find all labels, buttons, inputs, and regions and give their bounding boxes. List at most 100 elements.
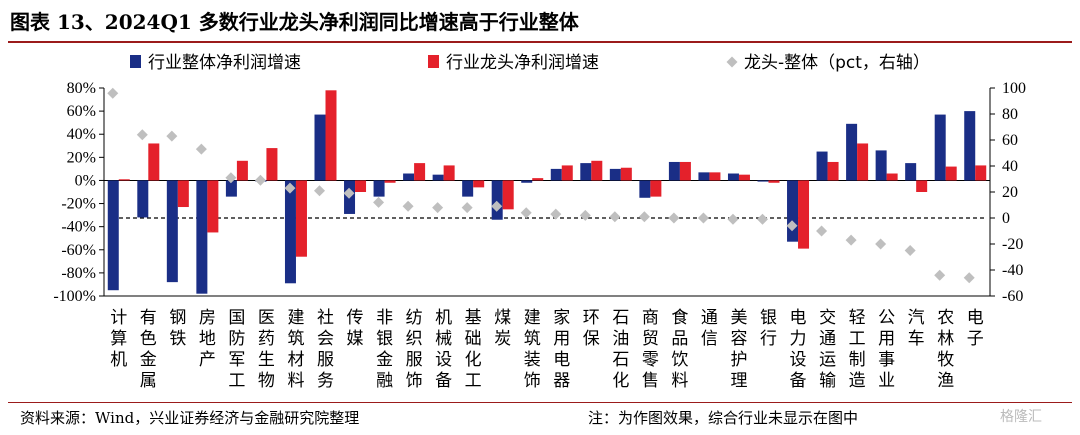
diff-point xyxy=(757,213,768,225)
bar-leader xyxy=(325,90,337,181)
bar-overall xyxy=(816,151,828,181)
bar-leader xyxy=(177,180,189,208)
category-char: 渔 xyxy=(937,371,954,391)
category-char: 信 xyxy=(701,329,718,349)
bar-leader xyxy=(591,160,603,181)
category-label: 纺织服饰 xyxy=(406,308,423,391)
category-char: 服 xyxy=(317,350,334,370)
category-char: 造 xyxy=(849,371,866,391)
diff-point xyxy=(166,130,178,142)
category-char: 工 xyxy=(465,371,482,391)
category-char: 化 xyxy=(465,350,482,370)
category-char: 牧 xyxy=(937,350,954,370)
bar-overall xyxy=(639,180,651,198)
bar-leader xyxy=(207,180,219,233)
right-tick-label: 80 xyxy=(1002,106,1018,123)
bar-leader xyxy=(945,166,957,181)
category-char: 运 xyxy=(819,350,836,370)
category-char: 饰 xyxy=(524,371,541,391)
left-tick-label: -60% xyxy=(61,242,96,259)
right-tick-label: -40 xyxy=(1002,262,1023,279)
category-char: 料 xyxy=(671,371,688,391)
left-tick-label: 40% xyxy=(67,126,96,143)
category-char: 电 xyxy=(790,308,807,328)
category-char: 化 xyxy=(612,371,629,391)
category-char: 子 xyxy=(967,329,984,349)
diff-point xyxy=(195,143,207,155)
footnote: 注：为作图效果，综合行业未显示在图中 xyxy=(588,409,859,427)
bar-overall xyxy=(550,168,562,181)
category-char: 容 xyxy=(730,329,747,349)
legend-label: 行业整体净利润增速 xyxy=(148,53,301,73)
category-char: 饮 xyxy=(671,350,688,370)
category-label: 医药生物 xyxy=(258,308,275,391)
category-char: 贸 xyxy=(642,329,659,349)
bar-overall xyxy=(609,168,621,181)
diff-point xyxy=(727,213,739,225)
category-char: 计 xyxy=(110,308,127,328)
category-char: 基 xyxy=(465,308,482,328)
category-char: 美 xyxy=(730,308,747,328)
bar-overall xyxy=(314,114,326,181)
category-label: 交通运输 xyxy=(819,308,836,391)
bar-leader xyxy=(532,178,544,181)
bar-overall xyxy=(166,180,178,283)
category-char: 家 xyxy=(553,308,570,328)
diff-point xyxy=(402,200,414,212)
category-char: 会 xyxy=(317,329,334,349)
category-char: 零 xyxy=(642,350,659,370)
bar-overall xyxy=(521,180,533,183)
bar-overall xyxy=(284,180,296,284)
category-char: 非 xyxy=(376,308,393,328)
bar-leader xyxy=(266,148,278,181)
category-label: 钢铁 xyxy=(169,308,186,349)
diff-point xyxy=(373,196,385,208)
category-char: 物 xyxy=(258,371,275,391)
category-char: 纺 xyxy=(406,308,423,328)
category-char: 炭 xyxy=(494,329,511,349)
category-char: 国 xyxy=(228,308,245,328)
category-char: 理 xyxy=(730,371,747,391)
category-char: 设 xyxy=(435,350,452,370)
category-char: 器 xyxy=(553,371,570,391)
category-label: 电子 xyxy=(967,308,984,349)
category-char: 金 xyxy=(140,350,157,370)
bar-leader xyxy=(561,165,573,181)
category-char: 售 xyxy=(642,371,659,391)
bar-leader xyxy=(620,167,632,181)
category-label: 公用事业 xyxy=(878,308,895,391)
category-char: 制 xyxy=(849,350,866,370)
left-tick-label: 80% xyxy=(67,80,96,97)
bar-leader xyxy=(473,180,485,188)
bar-leader xyxy=(768,180,780,183)
diff-point xyxy=(904,245,916,256)
bar-leader xyxy=(443,165,455,181)
left-tick-label: -80% xyxy=(61,265,96,282)
category-char: 石 xyxy=(612,308,629,328)
diff-point xyxy=(254,174,266,186)
bar-chart: 行业整体净利润增速 行业龙头净利润增速 龙头-整体（pct，右轴） 80% 60% 40… xyxy=(53,53,1026,391)
category-char: 行 xyxy=(760,329,777,349)
category-label: 轻工制造 xyxy=(849,308,866,391)
left-tick-label: 20% xyxy=(67,149,96,166)
category-char: 钢 xyxy=(169,308,186,328)
category-char: 交 xyxy=(819,308,836,328)
diff-point xyxy=(816,225,828,237)
diff-point xyxy=(136,129,148,141)
category-label: 非银金融 xyxy=(376,308,393,391)
bar-leader xyxy=(355,180,367,192)
category-label: 建筑装饰 xyxy=(524,308,541,391)
category-char: 电 xyxy=(553,350,570,370)
title-divider xyxy=(8,41,1072,43)
bar-overall xyxy=(964,111,976,181)
category-char: 生 xyxy=(258,350,275,370)
bar-overall xyxy=(403,173,415,181)
source-note: 资料来源：Wind，兴业证券经济与金融研究院整理 xyxy=(20,409,360,427)
diff-point xyxy=(432,202,444,214)
category-char: 织 xyxy=(406,329,423,349)
category-char: 电 xyxy=(967,308,984,328)
bar-leader xyxy=(975,165,987,181)
category-char: 传 xyxy=(347,308,364,328)
category-label: 食品饮料 xyxy=(671,308,688,391)
category-label: 传媒 xyxy=(347,308,364,349)
